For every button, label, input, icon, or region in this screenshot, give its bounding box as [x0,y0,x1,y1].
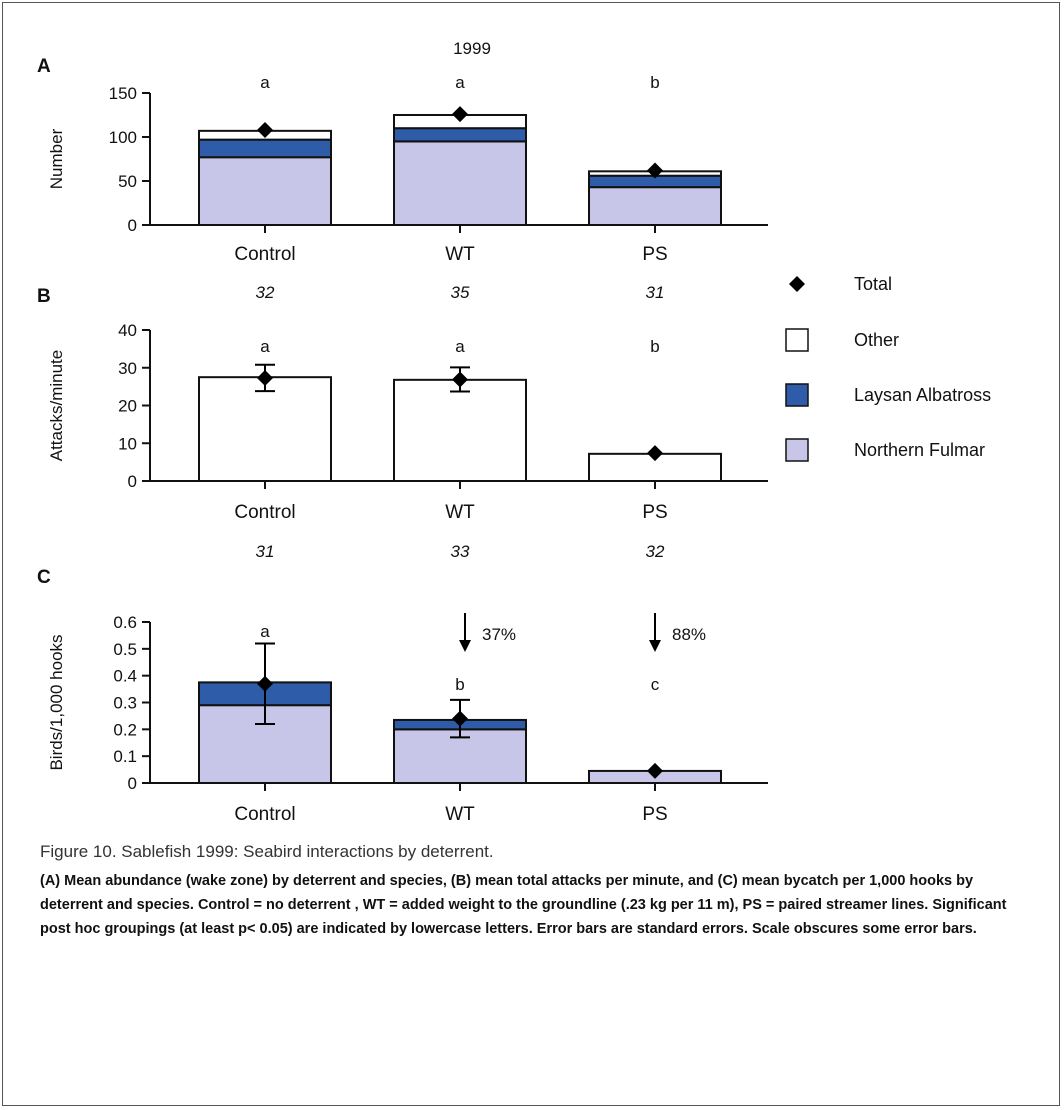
total-marker-ps [647,762,663,779]
panel-label: A [37,56,51,77]
legend-total-marker [789,276,805,292]
group-letter: b [650,337,659,356]
x-tick-label: PS [642,244,667,265]
total-marker-ps [647,162,663,179]
total-marker-control [257,369,273,386]
y-tick-label: 0.6 [113,613,137,632]
x-tick-label: WT [445,502,475,523]
y-tick-label: 0 [128,472,137,491]
panel-label: B [37,286,51,307]
y-tick-label: 0.5 [113,640,137,659]
group-letter: a [455,337,465,356]
sample-size-label: 31 [646,283,665,302]
x-tick-label: PS [642,502,667,523]
sample-size-label: 35 [451,283,470,302]
total-marker-wt [452,710,468,727]
group-letter: b [455,675,464,694]
panel-b: B Attacks/minute 0 10 20 30 40 Control 31 a WT 33 a P… [37,286,768,561]
total-marker-wt [452,371,468,388]
legend-swatch-other [785,328,809,352]
y-tick-label: 100 [109,128,137,147]
sample-size-label: 31 [256,542,275,561]
bar-laysan-albatross-control [198,138,332,159]
bar-northern-fulmar-wt [393,140,527,226]
y-tick-label: 50 [118,172,137,191]
y-tick-label: 0 [128,216,137,235]
legend-swatch-fulmar [785,438,809,462]
x-tick-label: Control [234,502,295,523]
x-tick-label: WT [445,244,475,265]
group-letter: a [455,73,465,92]
reduction-arrow-head [649,640,661,652]
group-letter: c [651,675,660,694]
chart-title: 1999 [453,39,491,58]
panel-c: C Birds/1,000 hooks 0 0.1 0.2 0.3 0.4 0.5 0.6 Con… [37,567,768,825]
sample-size-label: 33 [451,542,470,561]
reduction-label: 37% [482,625,516,644]
y-tick-label: 30 [118,359,137,378]
sample-size-label: 32 [646,542,665,561]
y-axis-label: Birds/1,000 hooks [47,634,66,770]
group-letter: a [260,73,270,92]
legend-label-fulmar: Northern Fulmar [854,440,985,460]
sample-size-label: 32 [256,283,275,302]
y-tick-label: 0 [128,774,137,793]
y-tick-label: 40 [118,321,137,340]
panel-label: C [37,567,51,588]
figure-caption: Figure 10. Sablefish 1999: Seabird inter… [40,842,1030,941]
x-tick-label: WT [445,804,475,825]
reduction-arrow-head [459,640,471,652]
x-tick-label: Control [234,244,295,265]
y-axis-label: Number [47,128,66,189]
group-letter: a [260,622,270,641]
panel-a: A 1999 Number 0 50 100 150 Control 32 a WT 35 a PS 31 b [37,39,768,302]
reduction-label: 88% [672,625,706,644]
legend-label-total: Total [854,274,892,294]
legend-label-laysan: Laysan Albatross [854,385,991,405]
group-letter: b [650,73,659,92]
caption-body: (A) Mean abundance (wake zone) by deterr… [40,873,1007,937]
caption-title: Figure 10. Sablefish 1999: Seabird inter… [40,842,494,861]
x-tick-label: Control [234,804,295,825]
x-tick-label: PS [642,804,667,825]
y-tick-label: 0.2 [113,720,137,739]
legend: Total Other Laysan Albatross Northern Fulma… [785,274,991,462]
y-tick-label: 0.4 [113,667,137,686]
y-tick-label: 10 [118,434,137,453]
legend-label-other: Other [854,330,899,350]
bar-other-wt [393,378,527,482]
y-axis-label: Attacks/minute [47,350,66,462]
bar-northern-fulmar-control [198,156,332,227]
y-tick-label: 0.1 [113,747,137,766]
total-marker-control [257,121,273,138]
total-marker-wt [452,106,468,123]
y-tick-label: 150 [109,84,137,103]
bar-other-control [198,376,332,482]
y-tick-label: 20 [118,397,137,416]
bar-laysan-albatross-wt [393,127,527,143]
figure-svg: A1999Number050100150Control32aWT35aPS31b… [37,39,991,825]
total-marker-ps [647,445,663,462]
total-marker-control [257,675,273,692]
group-letter: a [260,337,270,356]
y-tick-label: 0.3 [113,694,137,713]
legend-swatch-laysan [785,383,809,407]
bar-northern-fulmar-ps [588,186,722,227]
